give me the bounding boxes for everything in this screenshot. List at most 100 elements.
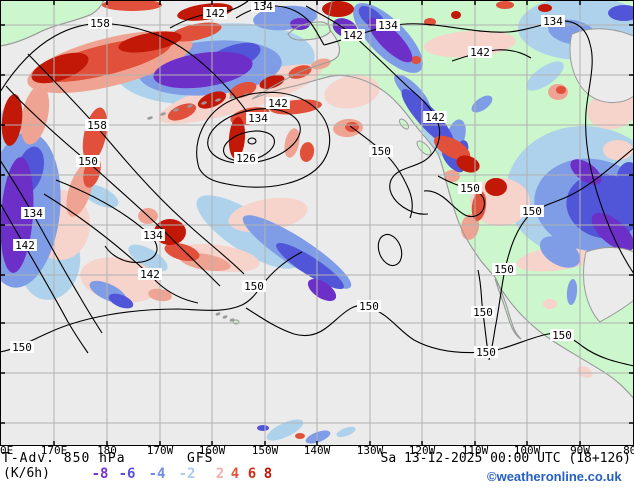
- aleutian-islet: [229, 95, 235, 99]
- contour-label-halo: [21, 207, 45, 219]
- contour-label-value: 134: [143, 229, 163, 242]
- contour-label-value: 150: [460, 182, 480, 195]
- contour-label: 150: [458, 182, 482, 195]
- lat-lon-grid: [1, 1, 633, 445]
- contour-label-halo: [76, 155, 100, 167]
- contour-label: 134: [251, 0, 275, 13]
- contour-label: 150: [474, 346, 498, 359]
- advection-patch: [556, 86, 566, 94]
- contour-label-value: 142: [205, 7, 225, 20]
- height-contour: [0, 159, 103, 334]
- legend-value: 6: [247, 466, 257, 482]
- contour-label: 150: [369, 145, 393, 158]
- contour-label: 142: [423, 111, 447, 124]
- aleutian-islet: [173, 108, 179, 112]
- advection-patch: [259, 75, 285, 89]
- advection-patch: [444, 170, 460, 182]
- lon-axis-label: 150W: [251, 444, 279, 457]
- gulf-of-mexico: [583, 247, 634, 323]
- contour-label-halo: [234, 152, 258, 164]
- height-contour: [55, 179, 158, 264]
- contour-label: 150: [492, 263, 516, 276]
- advection-patch: [485, 178, 507, 196]
- lon-axis-label: 80W: [623, 444, 634, 457]
- contour-label-halo: [357, 300, 381, 312]
- height-contour: [5, 85, 221, 287]
- advection-patch: [299, 142, 315, 162]
- height-contour: [0, 202, 89, 354]
- contour-label: 142: [468, 46, 492, 59]
- valid-datetime: Sa 13-12-2025 00:00 UTC (18+126): [380, 451, 631, 466]
- aleutian-islet: [215, 98, 221, 102]
- contour-label: 150: [10, 341, 34, 354]
- contour-label-value: 134: [23, 207, 43, 220]
- advection-patch: [228, 117, 246, 159]
- hawaii-islet: [215, 312, 221, 316]
- contour-label: 142: [266, 97, 290, 110]
- contour-label-halo: [266, 97, 290, 109]
- advection-patch: [128, 244, 168, 272]
- contour-label-halo: [458, 182, 482, 194]
- contour-label-value: 142: [470, 46, 490, 59]
- contour-label: 150: [471, 306, 495, 319]
- contour-label-value: 150: [473, 306, 493, 319]
- advection-patch: [276, 242, 344, 290]
- contour-label-value: 150: [494, 263, 514, 276]
- advection-patch: [295, 433, 305, 439]
- contour-label-halo: [251, 0, 275, 12]
- advection-patch: [456, 155, 480, 173]
- contour-label-value: 142: [15, 239, 35, 252]
- advection-patch: [539, 236, 581, 268]
- contour-label-value: 150: [552, 329, 572, 342]
- contour-label-value: 158: [87, 119, 107, 132]
- contour-label-value: 126: [236, 152, 256, 165]
- advection-patch: [616, 162, 634, 202]
- height-contour: [323, 20, 634, 275]
- height-contour: [207, 108, 301, 164]
- contour-label-value: 142: [140, 268, 160, 281]
- contour-label-halo: [341, 29, 365, 41]
- advection-patch: [577, 366, 593, 378]
- contour-label: 134: [541, 15, 565, 28]
- aleutian-islet: [147, 116, 153, 120]
- contour-label-value: 150: [371, 145, 391, 158]
- contour-label-halo: [369, 145, 393, 157]
- advection-patch: [471, 95, 493, 113]
- advection-patch: [496, 1, 514, 9]
- advection-patch: [543, 299, 557, 309]
- contour-label: 126: [234, 152, 258, 165]
- lon-axis-label: 90W: [570, 444, 590, 457]
- contour-label-halo: [85, 119, 109, 131]
- contour-label-value: 142: [343, 29, 363, 42]
- height-contour: [196, 91, 331, 188]
- contour-label: 150: [520, 205, 544, 218]
- contour-label-halo: [376, 19, 400, 31]
- advection-patch: [451, 11, 461, 19]
- legend-value: 2: [215, 466, 225, 482]
- lon-axis-label: 120W: [408, 444, 436, 457]
- advection-patch: [324, 75, 380, 109]
- contour-label-value: 142: [425, 111, 445, 124]
- contour-label-value: 150: [522, 205, 542, 218]
- contour-label: 150: [76, 155, 100, 168]
- advection-patch: [566, 279, 578, 305]
- advection-patch: [336, 426, 356, 438]
- copyright-link[interactable]: ©weatheronline.co.uk: [487, 469, 622, 484]
- legend-value: 4: [230, 466, 240, 482]
- advection-patch: [170, 22, 222, 42]
- height-contour: [27, 53, 245, 275]
- legend-value: 8: [263, 466, 273, 482]
- height-contour: [0, 22, 248, 113]
- lon-axis-label: 170W: [146, 444, 174, 457]
- contour-label-value: 150: [476, 346, 496, 359]
- weather-map: 1581421341341421421341581501421341261421…: [0, 0, 634, 446]
- advection-patch: [307, 279, 337, 301]
- contour-label-value: 150: [359, 300, 379, 313]
- contour-label-halo: [550, 329, 574, 341]
- contour-label-value: 134: [253, 0, 273, 13]
- water-bodies: [569, 28, 634, 323]
- contour-label: 134: [141, 229, 165, 242]
- contour-label: 134: [376, 19, 400, 32]
- aleutian-islet: [187, 104, 193, 108]
